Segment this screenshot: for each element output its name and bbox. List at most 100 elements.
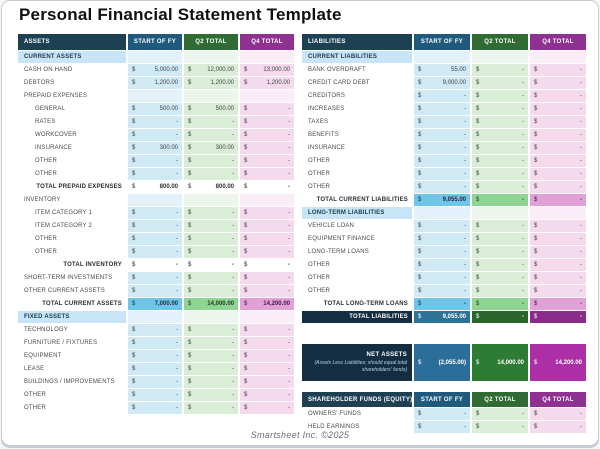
money-cell[interactable]: $ - bbox=[240, 376, 294, 388]
money-cell[interactable]: $300.00 bbox=[128, 142, 182, 154]
money-cell[interactable]: $9,055.00 bbox=[414, 311, 470, 323]
money-cell[interactable]: $ - bbox=[128, 259, 182, 271]
money-cell[interactable]: $500.00 bbox=[128, 103, 182, 115]
money-cell[interactable]: $ - bbox=[128, 285, 182, 297]
money-cell[interactable]: $ - bbox=[530, 233, 586, 245]
money-cell[interactable]: $ - bbox=[240, 103, 294, 115]
money-cell[interactable]: $ - bbox=[530, 168, 586, 180]
money-cell[interactable]: $ - bbox=[530, 77, 586, 89]
money-cell[interactable]: $ - bbox=[184, 220, 238, 232]
money-cell[interactable]: $ - bbox=[472, 259, 528, 271]
money-cell[interactable]: $ - bbox=[530, 142, 586, 154]
money-cell[interactable] bbox=[472, 207, 528, 219]
money-cell[interactable]: $ - bbox=[240, 285, 294, 297]
money-cell[interactable]: $ - bbox=[240, 129, 294, 141]
money-cell[interactable]: $ - bbox=[414, 233, 470, 245]
money-cell[interactable] bbox=[128, 194, 182, 206]
money-cell[interactable]: $ - bbox=[530, 116, 586, 128]
money-cell[interactable]: $ - bbox=[530, 272, 586, 284]
money-cell[interactable]: $ - bbox=[184, 402, 238, 414]
money-cell[interactable]: $ - bbox=[414, 129, 470, 141]
money-cell[interactable]: $ - bbox=[414, 421, 470, 433]
money-cell[interactable]: $ - bbox=[472, 90, 528, 102]
money-cell[interactable]: $ - bbox=[472, 408, 528, 420]
net-assets-q4-total-cell[interactable]: $ 14,200.00 bbox=[530, 344, 586, 381]
money-cell[interactable]: $ - bbox=[472, 246, 528, 258]
money-cell[interactable] bbox=[240, 51, 294, 63]
money-cell[interactable]: $14,200.00 bbox=[240, 298, 294, 310]
money-cell[interactable]: $300.00 bbox=[184, 142, 238, 154]
money-cell[interactable]: $ - bbox=[240, 116, 294, 128]
money-cell[interactable]: $ - bbox=[240, 389, 294, 401]
money-cell[interactable]: $ - bbox=[414, 168, 470, 180]
money-cell[interactable]: $ - bbox=[184, 168, 238, 180]
money-cell[interactable]: $ - bbox=[240, 168, 294, 180]
money-cell[interactable]: $ - bbox=[240, 207, 294, 219]
money-cell[interactable]: $ - bbox=[530, 155, 586, 167]
money-cell[interactable]: $ - bbox=[530, 64, 586, 76]
money-cell[interactable]: $ - bbox=[184, 259, 238, 271]
money-cell[interactable]: $ - bbox=[472, 116, 528, 128]
money-cell[interactable]: $ - bbox=[128, 168, 182, 180]
money-cell[interactable]: $ - bbox=[414, 142, 470, 154]
money-cell[interactable]: $ - bbox=[128, 402, 182, 414]
money-cell[interactable]: $ - bbox=[128, 272, 182, 284]
money-cell[interactable] bbox=[128, 90, 182, 102]
money-cell[interactable]: $ - bbox=[414, 155, 470, 167]
money-cell[interactable]: $ - bbox=[240, 337, 294, 349]
money-cell[interactable]: $ - bbox=[128, 207, 182, 219]
money-cell[interactable]: $ - bbox=[414, 272, 470, 284]
money-cell[interactable]: $ - bbox=[530, 181, 586, 193]
money-cell[interactable]: $ - bbox=[414, 103, 470, 115]
money-cell[interactable]: $500.00 bbox=[184, 103, 238, 115]
money-cell[interactable]: $ - bbox=[472, 194, 528, 206]
money-cell[interactable]: $ - bbox=[530, 408, 586, 420]
money-cell[interactable]: $ - bbox=[472, 311, 528, 323]
money-cell[interactable]: $ - bbox=[184, 285, 238, 297]
money-cell[interactable]: $800.00 bbox=[184, 181, 238, 193]
money-cell[interactable]: $9,055.00 bbox=[414, 194, 470, 206]
money-cell[interactable]: $ - bbox=[128, 129, 182, 141]
money-cell[interactable]: $ - bbox=[184, 246, 238, 258]
money-cell[interactable]: $ - bbox=[530, 421, 586, 433]
money-cell[interactable] bbox=[414, 207, 470, 219]
money-cell[interactable]: $ - bbox=[530, 246, 586, 258]
money-cell[interactable]: $ - bbox=[240, 363, 294, 375]
money-cell[interactable]: $ - bbox=[530, 298, 586, 310]
money-cell[interactable]: $ - bbox=[184, 363, 238, 375]
money-cell[interactable]: $ - bbox=[184, 337, 238, 349]
money-cell[interactable]: $ - bbox=[472, 168, 528, 180]
money-cell[interactable]: $14,000.00 bbox=[184, 298, 238, 310]
money-cell[interactable]: $ - bbox=[472, 298, 528, 310]
money-cell[interactable] bbox=[240, 90, 294, 102]
money-cell[interactable]: $ - bbox=[240, 246, 294, 258]
money-cell[interactable]: $1,200.00 bbox=[240, 77, 294, 89]
money-cell[interactable]: $12,000.00 bbox=[184, 64, 238, 76]
money-cell[interactable]: $ - bbox=[128, 389, 182, 401]
money-cell[interactable]: $7,000.00 bbox=[128, 298, 182, 310]
money-cell[interactable]: $ - bbox=[184, 207, 238, 219]
money-cell[interactable]: $1,200.00 bbox=[128, 77, 182, 89]
money-cell[interactable] bbox=[184, 51, 238, 63]
money-cell[interactable]: $ - bbox=[414, 408, 470, 420]
money-cell[interactable]: $ - bbox=[128, 220, 182, 232]
money-cell[interactable]: $ - bbox=[472, 142, 528, 154]
money-cell[interactable]: $ - bbox=[472, 181, 528, 193]
money-cell[interactable]: $800.00 bbox=[128, 181, 182, 193]
money-cell[interactable]: $ - bbox=[530, 129, 586, 141]
money-cell[interactable]: $ - bbox=[184, 389, 238, 401]
money-cell[interactable] bbox=[184, 311, 238, 323]
money-cell[interactable]: $ - bbox=[128, 155, 182, 167]
money-cell[interactable]: $ - bbox=[472, 103, 528, 115]
money-cell[interactable]: $ - bbox=[240, 402, 294, 414]
net-assets-start-of-fy-cell[interactable]: $ (2,055.00) bbox=[414, 344, 470, 381]
money-cell[interactable]: $ - bbox=[128, 233, 182, 245]
money-cell[interactable]: $ - bbox=[530, 220, 586, 232]
money-cell[interactable]: $ - bbox=[184, 155, 238, 167]
money-cell[interactable]: $5,000.00 bbox=[128, 64, 182, 76]
money-cell[interactable] bbox=[184, 90, 238, 102]
money-cell[interactable]: $ - bbox=[128, 324, 182, 336]
money-cell[interactable]: $ - bbox=[530, 285, 586, 297]
money-cell[interactable] bbox=[414, 51, 470, 63]
money-cell[interactable]: $ - bbox=[414, 90, 470, 102]
